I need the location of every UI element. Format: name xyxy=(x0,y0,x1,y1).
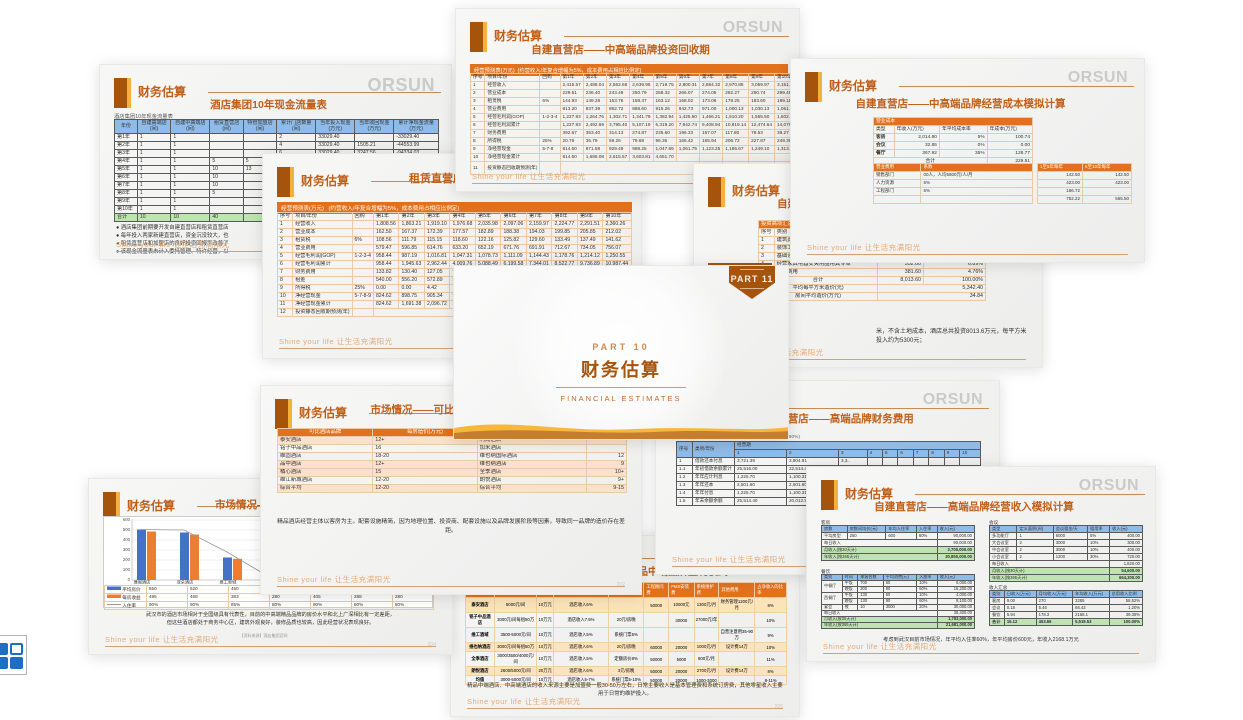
svg-text:300: 300 xyxy=(123,547,131,552)
svg-text:100: 100 xyxy=(123,567,131,572)
svg-text:600: 600 xyxy=(123,517,131,522)
svg-text:0: 0 xyxy=(128,577,131,582)
svg-text:400: 400 xyxy=(123,537,131,542)
svg-text:500: 500 xyxy=(123,527,131,532)
svg-text:200: 200 xyxy=(123,557,131,562)
